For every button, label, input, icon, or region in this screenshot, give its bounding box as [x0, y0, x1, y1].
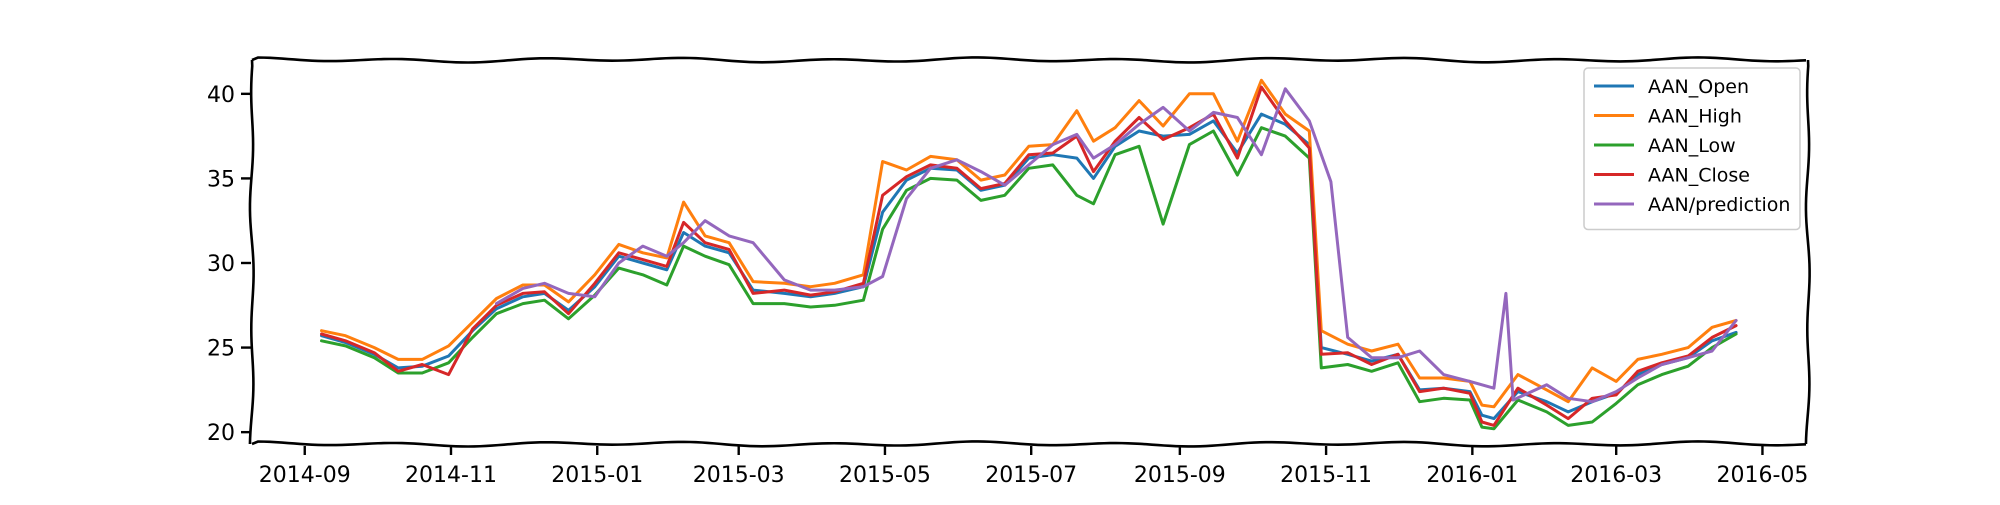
x-tick-label: 2015-09	[1134, 463, 1226, 488]
series-line-aan-prediction	[495, 87, 1738, 404]
y-tick-label: 30	[207, 252, 235, 277]
frame-bottom	[251, 440, 1807, 448]
y-tick-label: 35	[207, 167, 235, 192]
frame-top	[251, 56, 1807, 64]
x-tick-label: 2015-05	[839, 463, 931, 488]
x-tick-label: 2015-01	[551, 463, 643, 488]
x-tick-label: 2014-11	[405, 463, 497, 488]
series-layer	[320, 78, 1738, 431]
frame-right	[1804, 59, 1811, 445]
plot-frame	[248, 56, 1811, 448]
y-tick-label: 25	[207, 337, 235, 362]
x-tick-label: 2015-03	[693, 463, 785, 488]
series-line-aan-open	[320, 112, 1738, 421]
y-tick-label: 20	[207, 421, 235, 446]
series-line-aan-high	[320, 78, 1738, 409]
x-tick-label: 2014-09	[259, 463, 351, 488]
legend-label-aan-high: AAN_High	[1648, 106, 1742, 128]
x-tick-label: 2015-07	[985, 463, 1077, 488]
y-tick-label: 40	[207, 83, 235, 108]
x-tick-label: 2015-11	[1280, 463, 1372, 488]
frame-left	[248, 59, 255, 445]
legend-label-aan-open: AAN_Open	[1648, 76, 1749, 98]
y-axis: 20 25 30 35 40	[207, 83, 251, 446]
series-line-aan-close	[320, 85, 1738, 427]
legend-label-aan-prediction: AAN/prediction	[1648, 194, 1790, 216]
legend-label-aan-low: AAN_Low	[1648, 135, 1736, 157]
legend-label-aan-close: AAN_Close	[1648, 165, 1750, 187]
x-tick-label: 2016-05	[1716, 463, 1808, 488]
x-tick-label: 2016-03	[1570, 463, 1662, 488]
x-tick-label: 2016-01	[1426, 463, 1518, 488]
series-line-aan-low	[320, 126, 1738, 431]
legend: AAN_Open AAN_High AAN_Low AAN_Close AAN/pred…	[1583, 67, 1801, 231]
x-axis: 2014-09 2014-11 2015-01 2015-03 2015-05 2015-…	[259, 446, 1808, 488]
legend-box	[1583, 67, 1801, 231]
